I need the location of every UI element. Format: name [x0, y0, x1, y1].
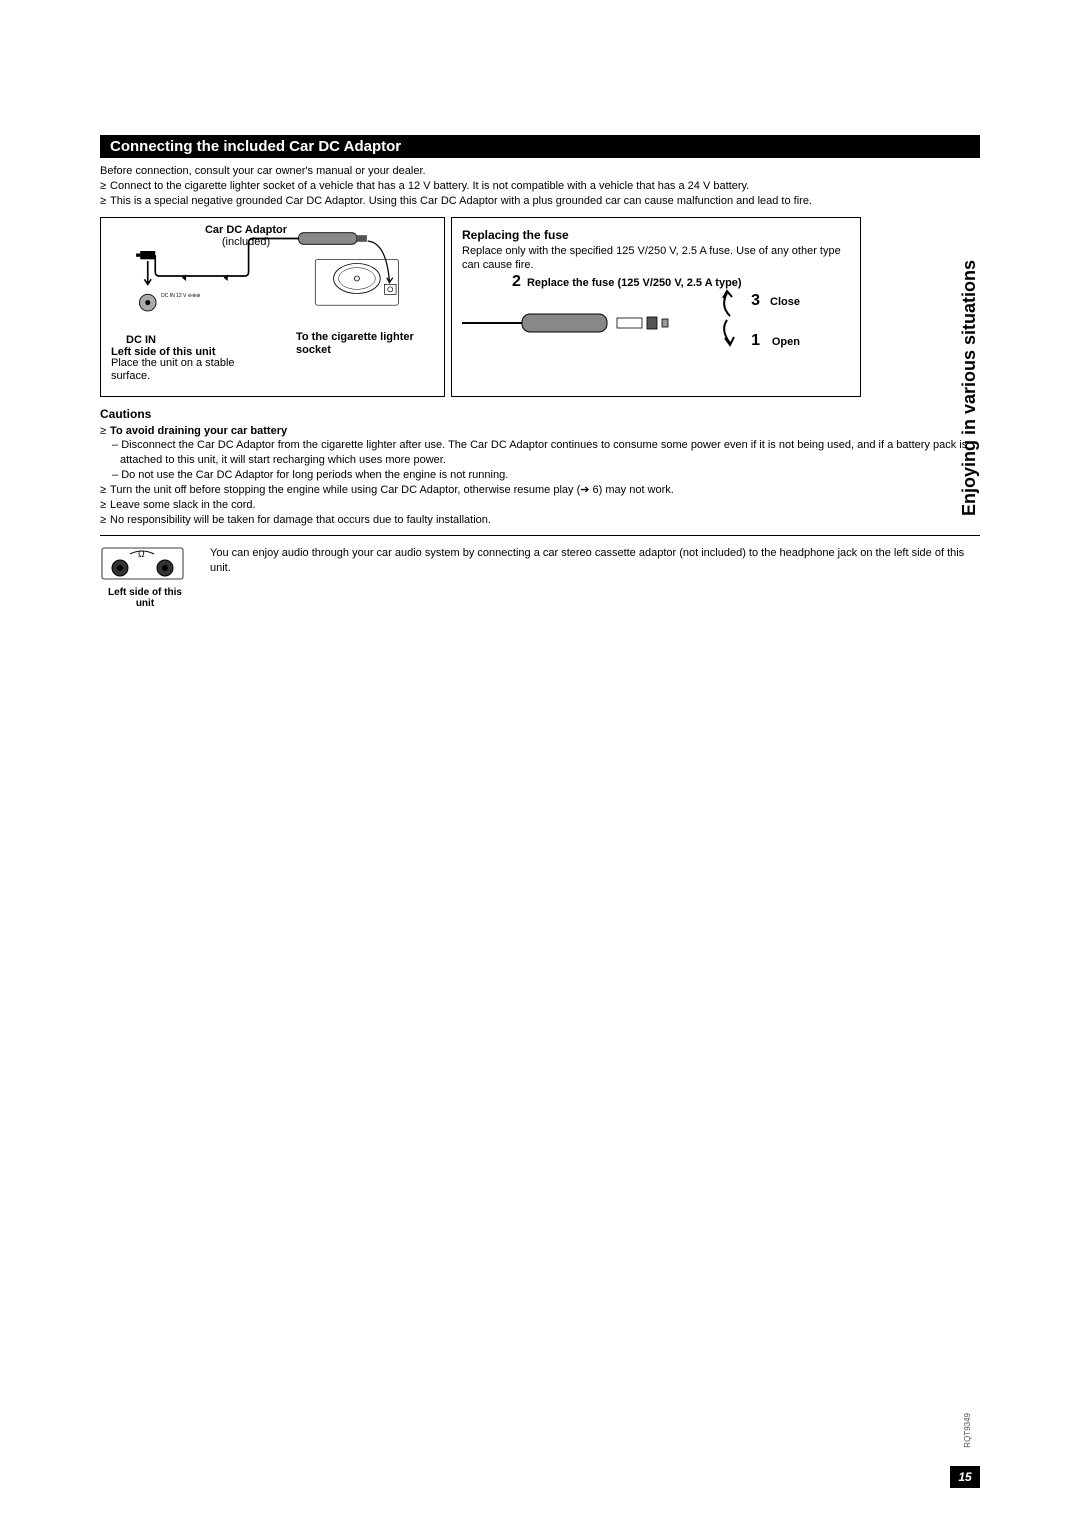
step-2-text: Replace the fuse (125 V/250 V, 2.5 A typ…: [527, 277, 742, 289]
page-number: 15: [950, 1466, 980, 1488]
place-unit-text: Place the unit on a stable surface.: [111, 357, 251, 383]
doc-code: RQT9349: [963, 1413, 972, 1448]
headphone-jack-icon: Ω: [100, 546, 185, 581]
caution-bullet: ≥ No responsibility will be taken for da…: [100, 513, 980, 528]
replacing-fuse-title: Replacing the fuse: [462, 228, 850, 242]
intro-bullet: ≥ Connect to the cigarette lighter socke…: [100, 179, 980, 194]
intro-bullet-text: This is a special negative grounded Car …: [110, 194, 812, 209]
bullet-icon: ≥: [100, 179, 106, 194]
intro-bullet: ≥ This is a special negative grounded Ca…: [100, 194, 980, 209]
caution-bullet-text: No responsibility will be taken for dama…: [110, 513, 491, 528]
left-side-label: Left side of this unit: [111, 346, 216, 358]
close-arrow-icon: [715, 288, 745, 318]
caution-sub-bullet: – Do not use the Car DC Adaptor for long…: [112, 468, 980, 483]
cigarette-lighter-label: To the cigarette lighter socket: [296, 331, 436, 357]
dc-in-label: DC IN: [126, 334, 156, 346]
bullet-icon: ≥: [100, 424, 106, 439]
headphone-jack-box: Ω Left side of this unit: [100, 546, 190, 609]
diagram-row: Car DC Adaptor (included) DC IN 12 V ⊖⊛⊕: [100, 217, 980, 397]
caution-bullet: ≥ To avoid draining your car battery: [100, 424, 980, 439]
cautions-body: ≥ To avoid draining your car battery – D…: [100, 424, 980, 537]
bullet-icon: ≥: [100, 483, 106, 498]
caution-bullet-text: Leave some slack in the cord.: [110, 498, 256, 513]
intro-line: Before connection, consult your car owne…: [100, 164, 980, 179]
svg-text:Ω: Ω: [138, 549, 145, 559]
headphone-jack-label: Left side of this unit: [100, 587, 190, 609]
fuse-diagram-icon: [462, 298, 722, 358]
section-header: Connecting the included Car DC Adaptor: [100, 135, 980, 158]
avoid-drain-label: To avoid draining your car battery: [110, 424, 287, 439]
open-label: Open: [772, 336, 800, 348]
close-label: Close: [770, 296, 800, 308]
intro-bullet-text: Connect to the cigarette lighter socket …: [110, 179, 749, 194]
step-1-num: 1: [751, 332, 760, 350]
step-3-num: 3: [751, 292, 760, 310]
bullet-icon: ≥: [100, 498, 106, 513]
caution-bullet: ≥ Leave some slack in the cord.: [100, 498, 980, 513]
caution-bullet-text: Turn the unit off before stopping the en…: [110, 483, 674, 498]
cautions-title: Cautions: [100, 407, 980, 421]
step-2-num: 2: [512, 273, 521, 290]
bullet-icon: ≥: [100, 194, 106, 209]
bullet-icon: ≥: [100, 513, 106, 528]
audio-text: You can enjoy audio through your car aud…: [210, 546, 980, 576]
sub-bullet-text: Disconnect the Car DC Adaptor from the c…: [120, 439, 967, 466]
section-header-text: Connecting the included Car DC Adaptor: [110, 138, 401, 155]
caution-sub-bullet: – Disconnect the Car DC Adaptor from the…: [112, 438, 980, 468]
svg-text:DC IN 12 V ⊖⊛⊕: DC IN 12 V ⊖⊛⊕: [161, 292, 200, 298]
car-adaptor-diagram-icon: DC IN 12 V ⊖⊛⊕: [109, 226, 434, 326]
open-arrow-icon: [715, 318, 745, 348]
caution-bullet: ≥ Turn the unit off before stopping the …: [100, 483, 980, 498]
intro-text: Before connection, consult your car owne…: [100, 164, 980, 209]
sub-bullet-text: Do not use the Car DC Adaptor for long p…: [121, 469, 508, 481]
audio-info-row: Ω Left side of this unit You can enjoy a…: [100, 546, 980, 609]
step-2: 2 Replace the fuse (125 V/250 V, 2.5 A t…: [512, 273, 742, 291]
diagram-car-adaptor: Car DC Adaptor (included) DC IN 12 V ⊖⊛⊕: [100, 217, 445, 397]
replacing-fuse-desc: Replace only with the specified 125 V/25…: [462, 244, 850, 273]
diagram-replace-fuse: Replacing the fuse Replace only with the…: [451, 217, 861, 397]
side-tab: Enjoying in various situations: [959, 260, 980, 516]
page-number-text: 15: [958, 1470, 971, 1484]
